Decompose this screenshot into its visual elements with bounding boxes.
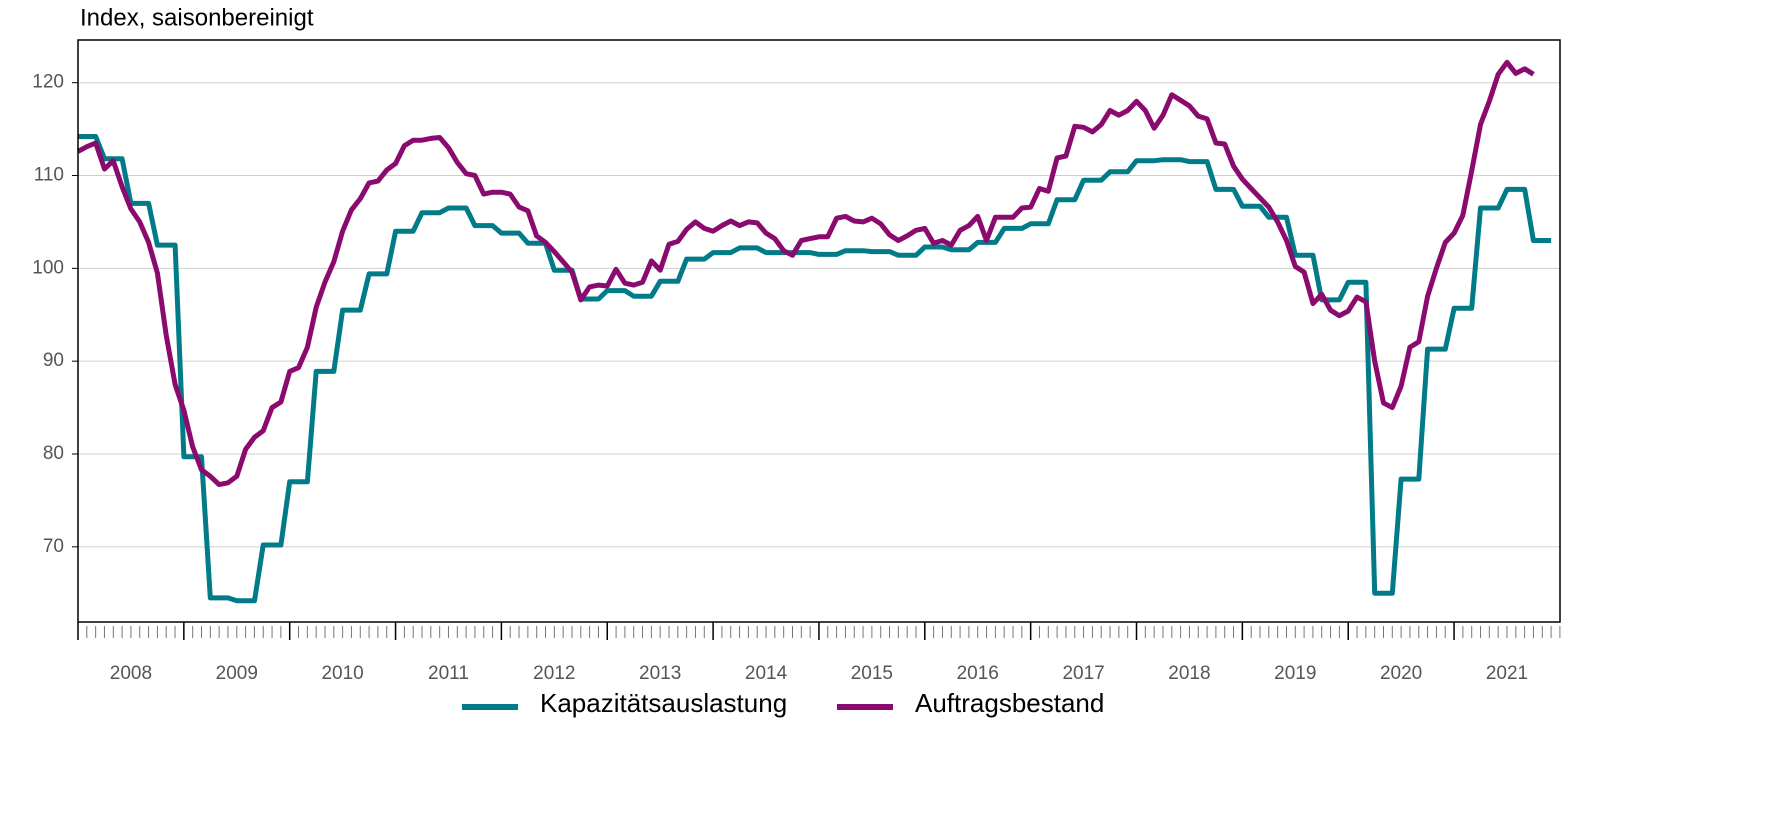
y-tick-label: 100	[32, 257, 64, 278]
y-tick-label: 90	[43, 350, 64, 371]
y-tick-label: 110	[34, 165, 64, 186]
x-tick-label: 2013	[639, 663, 681, 684]
x-tick-label: 2010	[321, 663, 363, 684]
plot-frame	[77, 39, 1561, 623]
y-tick-label: 120	[32, 72, 64, 93]
x-tick-label: 2014	[745, 663, 788, 684]
x-tick-label: 2012	[533, 663, 575, 684]
x-tick-label: 2019	[1274, 663, 1316, 684]
x-tick-label: 2018	[1168, 663, 1210, 684]
x-tick-label: 2015	[851, 663, 893, 684]
legend-label: Kapazitätsauslastung	[540, 688, 787, 718]
y-tick-label: 70	[43, 536, 64, 557]
x-tick-label: 2008	[110, 663, 152, 684]
x-tick-label: 2016	[957, 663, 999, 684]
series-line	[78, 134, 1552, 604]
x-tick-label: 2021	[1486, 663, 1528, 684]
series-line	[76, 59, 1535, 488]
x-tick-label: 2009	[216, 663, 258, 684]
y-tick-label: 80	[43, 443, 64, 464]
x-tick-label: 2011	[428, 663, 469, 684]
x-tick-label: 2020	[1380, 663, 1422, 684]
legend-label: Auftragsbestand	[915, 688, 1104, 718]
chart-subtitle: Index, saisonbereinigt	[80, 4, 314, 31]
x-tick-label: 2017	[1062, 663, 1104, 684]
